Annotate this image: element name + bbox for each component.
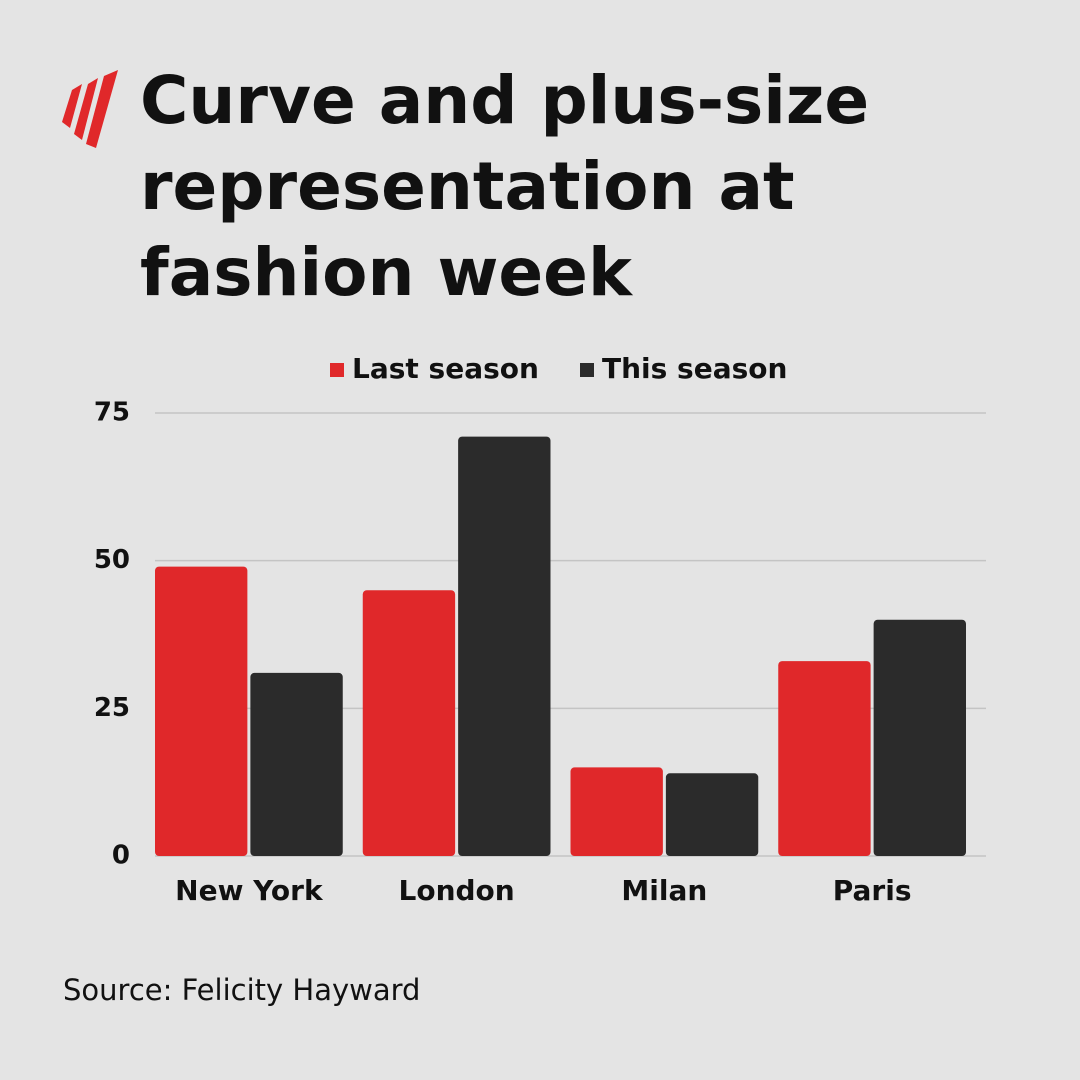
bar	[873, 619, 966, 856]
x-tick-label: London	[399, 874, 515, 907]
y-tick-label: 25	[94, 693, 130, 723]
legend-label: Last season	[352, 352, 539, 385]
bar	[665, 773, 759, 856]
y-tick-label: 0	[112, 841, 130, 871]
bar	[458, 436, 551, 856]
bar	[362, 590, 456, 856]
x-tick-label: Milan	[621, 874, 707, 907]
bar	[155, 566, 248, 856]
source: Source: Felicity Hayward	[63, 973, 420, 1007]
legend-swatch	[330, 363, 344, 377]
chart-title: Curve and plus-size representation at fa…	[140, 62, 870, 311]
x-tick-label: Paris	[833, 874, 912, 907]
bar	[570, 767, 663, 856]
legend-swatch	[580, 363, 594, 377]
bar	[250, 672, 343, 856]
logo	[62, 70, 118, 148]
y-tick-label: 50	[94, 545, 130, 575]
legend-label: This season	[602, 352, 787, 385]
y-tick-label: 75	[94, 398, 130, 428]
x-tick-label: New York	[175, 874, 324, 907]
bar	[778, 661, 871, 856]
